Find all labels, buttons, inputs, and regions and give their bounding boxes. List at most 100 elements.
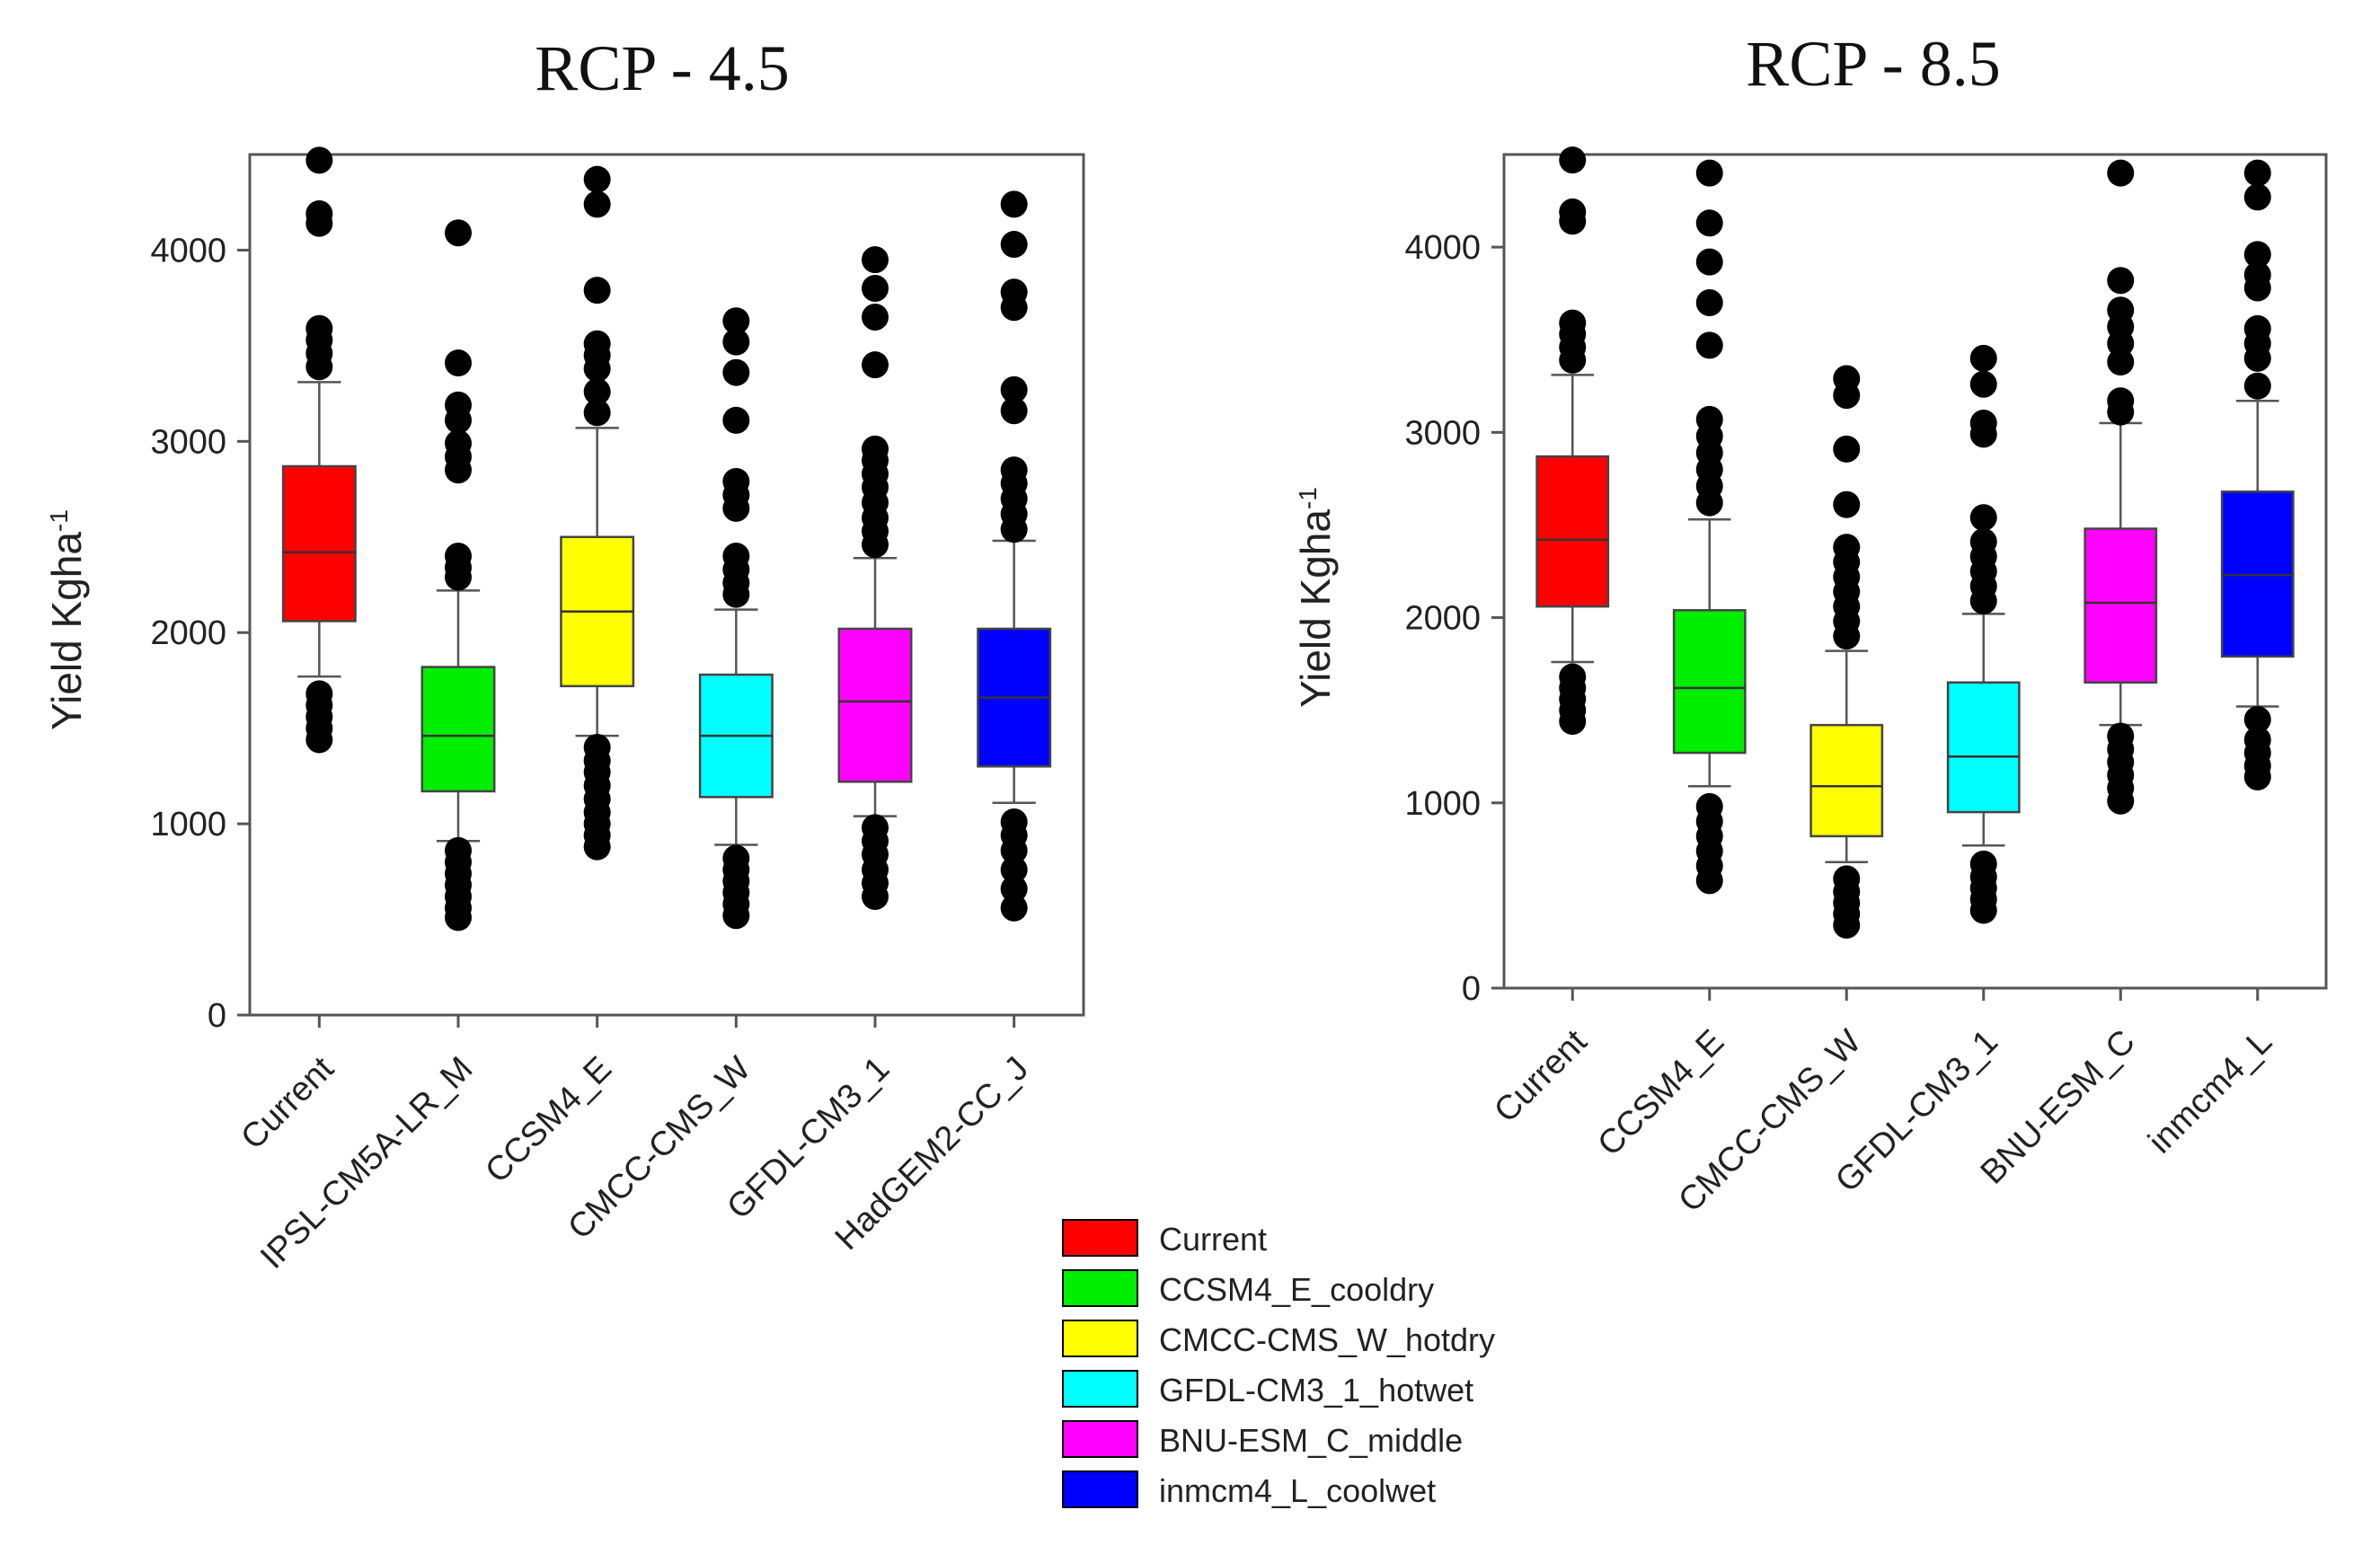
outlier-point bbox=[1695, 248, 1723, 276]
outlier-point bbox=[862, 275, 889, 303]
chart-rcp-85: RCP - 8.5 Yield Kgha-1 0 1000 2000 3000 4000… bbox=[1292, 28, 2328, 1220]
outlier-point bbox=[1695, 159, 1723, 187]
legend-swatch-gfdl bbox=[1062, 1370, 1138, 1408]
outlier-point bbox=[1000, 456, 1028, 484]
outlier-point bbox=[722, 468, 750, 496]
y-tick-label: 4000 bbox=[1404, 229, 1481, 267]
outlier-point bbox=[445, 219, 472, 247]
y-tick-label: 3000 bbox=[1404, 414, 1481, 452]
outlier-point bbox=[722, 328, 750, 356]
legend-label-bnu: BNU-ESM_C_middle bbox=[1159, 1422, 1463, 1459]
outlier-point bbox=[1559, 146, 1587, 174]
legend-label-ccsm4: CCSM4_E_cooldry bbox=[1159, 1271, 1434, 1308]
outlier-point bbox=[1000, 231, 1028, 259]
outlier-point bbox=[305, 146, 333, 174]
x-tick-label: Current bbox=[234, 1049, 341, 1157]
outlier-point bbox=[1559, 198, 1587, 225]
legend-label-current: Current bbox=[1159, 1221, 1267, 1258]
x-tick-label: CCSM4_E bbox=[1590, 1023, 1731, 1164]
y-tick-label: 2000 bbox=[150, 614, 226, 652]
y-axis-label: Yield Kgha-1 bbox=[1292, 487, 1339, 708]
outlier-point bbox=[2243, 372, 2271, 400]
outlier-point bbox=[305, 199, 333, 227]
outlier-point bbox=[2243, 314, 2271, 342]
outlier-point bbox=[2243, 183, 2271, 211]
outlier-point bbox=[722, 543, 750, 570]
outlier-point bbox=[2243, 159, 2271, 187]
outlier-point bbox=[445, 836, 472, 864]
outlier-point bbox=[445, 429, 472, 457]
outlier-point bbox=[1559, 309, 1587, 337]
outlier-point bbox=[583, 330, 611, 358]
box-current bbox=[1535, 455, 1610, 608]
legend-swatch-bnu bbox=[1062, 1420, 1138, 1458]
y-tick-label: 3000 bbox=[150, 423, 226, 461]
outlier-point bbox=[305, 314, 333, 342]
box-cmcc-cms-w bbox=[1809, 723, 1884, 838]
outlier-point bbox=[1695, 792, 1723, 820]
outlier-point bbox=[445, 543, 472, 570]
x-tick-label: Current bbox=[1487, 1022, 1595, 1130]
y-tick-label: 0 bbox=[208, 997, 226, 1035]
outlier-point bbox=[1000, 190, 1028, 218]
y-tick-label: 2000 bbox=[1404, 600, 1481, 638]
outlier-point bbox=[1559, 663, 1587, 691]
box-ccsm4-e bbox=[1672, 609, 1747, 755]
outlier-point bbox=[1695, 405, 1723, 433]
outlier-point bbox=[1000, 397, 1028, 425]
outlier-point bbox=[1969, 850, 1997, 878]
y-tick-label: 1000 bbox=[1404, 785, 1481, 823]
outlier-point bbox=[2107, 387, 2135, 415]
outlier-point bbox=[862, 435, 889, 463]
outlier-point bbox=[722, 844, 750, 872]
outlier-point bbox=[2243, 241, 2271, 269]
outlier-point bbox=[1969, 528, 1997, 556]
outlier-point bbox=[2107, 159, 2135, 187]
outlier-point bbox=[862, 246, 889, 274]
outlier-point bbox=[2107, 722, 2135, 750]
outlier-point bbox=[862, 814, 889, 842]
outlier-point bbox=[583, 277, 611, 305]
outlier-point bbox=[1000, 856, 1028, 884]
outlier-point bbox=[1833, 435, 1861, 463]
outlier-point bbox=[1833, 534, 1861, 561]
outlier-point bbox=[2107, 296, 2135, 324]
outlier-point bbox=[1695, 288, 1723, 316]
chart-title: RCP - 4.5 bbox=[535, 32, 789, 104]
y-axis-label: Yield Kgha-1 bbox=[43, 509, 90, 730]
box-gfdl-cm3-1 bbox=[837, 627, 913, 783]
outlier-point bbox=[2243, 261, 2271, 289]
outlier-point bbox=[1000, 375, 1028, 403]
outlier-point bbox=[1695, 331, 1723, 359]
outlier-point bbox=[1969, 504, 1997, 532]
outlier-point bbox=[1000, 875, 1028, 903]
outlier-point bbox=[2243, 705, 2271, 733]
outlier-point bbox=[1969, 344, 1997, 372]
y-tick-label: 1000 bbox=[150, 806, 226, 843]
plot-frame bbox=[248, 153, 1085, 1017]
outlier-point bbox=[1969, 410, 1997, 437]
outlier-point bbox=[1000, 808, 1028, 835]
outlier-point bbox=[722, 307, 750, 335]
chart-title: RCP - 8.5 bbox=[1746, 28, 2000, 100]
legend-label-inmcm4: inmcm4_L_coolwet bbox=[1159, 1472, 1436, 1509]
outlier-point bbox=[445, 391, 472, 419]
outlier-point bbox=[862, 351, 889, 379]
outlier-point bbox=[583, 165, 611, 193]
outlier-point bbox=[583, 377, 611, 405]
box-ipsl-cm5a-lr-m bbox=[420, 666, 496, 793]
outlier-point bbox=[722, 358, 750, 386]
outlier-point bbox=[1833, 865, 1861, 893]
outlier-point bbox=[305, 680, 333, 708]
box-bnu-esm-c bbox=[2084, 527, 2158, 684]
outlier-point bbox=[1000, 278, 1028, 306]
box-current bbox=[281, 464, 357, 623]
outlier-point bbox=[1833, 365, 1861, 393]
outlier-point bbox=[2107, 348, 2135, 375]
box-gfdl-cm3-1 bbox=[1946, 681, 2021, 814]
outlier-point bbox=[2107, 267, 2135, 295]
outlier-point bbox=[1833, 490, 1861, 518]
y-tick-label: 0 bbox=[1462, 970, 1481, 1008]
outlier-point bbox=[583, 190, 611, 218]
